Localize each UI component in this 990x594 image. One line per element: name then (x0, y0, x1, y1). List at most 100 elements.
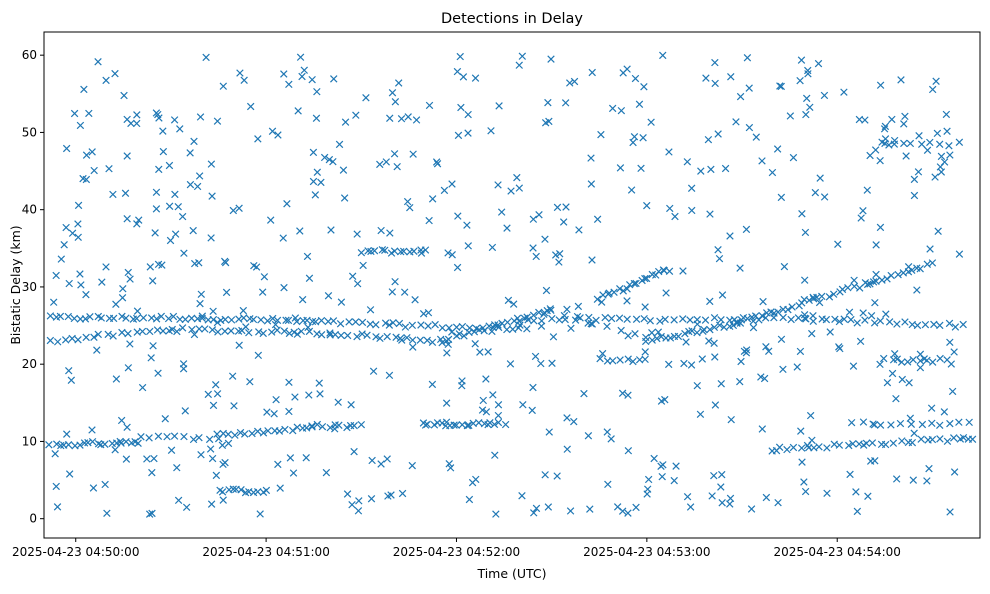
data-point-marker (167, 446, 176, 454)
data-point-marker (838, 285, 847, 294)
data-point-marker (711, 401, 720, 409)
data-point-marker (928, 259, 937, 267)
data-point-marker (613, 503, 622, 511)
data-point-marker (428, 338, 437, 347)
data-point-marker (159, 147, 168, 156)
data-point-marker (52, 482, 60, 491)
data-point-marker (148, 277, 157, 285)
data-point-marker (492, 510, 500, 518)
data-point-marker (940, 408, 949, 416)
data-point-marker (711, 79, 719, 88)
data-point-marker (425, 216, 433, 225)
data-point-marker (950, 434, 958, 442)
data-point-marker (378, 246, 387, 254)
data-point-marker (859, 207, 867, 215)
data-point-marker (666, 334, 675, 342)
data-point-marker (101, 440, 109, 448)
data-point-marker (235, 204, 243, 213)
data-point-marker (870, 421, 879, 429)
data-point-marker (209, 307, 217, 316)
data-point-marker (893, 355, 901, 363)
data-point-marker (829, 290, 838, 298)
data-point-marker (490, 321, 499, 329)
data-point-marker (476, 348, 484, 356)
data-point-marker (871, 146, 880, 154)
data-point-marker (459, 73, 468, 81)
data-point-marker (551, 251, 560, 259)
data-point-marker (797, 56, 806, 64)
data-point-marker (151, 229, 159, 237)
data-point-marker (555, 258, 563, 266)
data-point-marker (132, 314, 141, 323)
data-point-marker (103, 509, 111, 518)
data-point-marker (900, 139, 908, 148)
data-point-marker (629, 357, 637, 366)
data-point-marker (928, 435, 937, 444)
data-point-marker (507, 187, 515, 195)
data-point-marker (867, 312, 876, 320)
data-point-marker (529, 311, 538, 319)
data-point-marker (736, 377, 744, 386)
data-point-marker (239, 314, 248, 322)
data-point-marker (506, 360, 515, 368)
data-point-marker (118, 294, 127, 302)
data-point-marker (304, 323, 312, 332)
data-point-marker (207, 234, 215, 242)
chart-title: Detections in Delay (441, 11, 583, 27)
data-point-marker (443, 349, 451, 357)
data-point-marker (570, 77, 579, 86)
data-point-marker (104, 330, 112, 339)
data-point-marker (549, 333, 558, 341)
data-point-marker (229, 485, 238, 493)
data-point-marker (269, 314, 277, 323)
data-point-marker (780, 262, 789, 271)
data-point-marker (644, 475, 653, 484)
data-point-marker (76, 270, 84, 278)
data-point-marker (818, 292, 826, 301)
data-point-marker (122, 437, 130, 446)
data-point-marker (800, 276, 809, 284)
data-point-marker (65, 279, 73, 288)
data-point-marker (718, 291, 727, 299)
data-point-marker (608, 357, 617, 365)
data-point-marker (928, 358, 937, 366)
data-point-marker (777, 82, 786, 91)
data-point-marker (201, 325, 209, 333)
data-point-marker (123, 215, 131, 223)
data-point-marker (198, 314, 206, 322)
data-point-marker (631, 330, 639, 338)
data-point-marker (53, 503, 62, 511)
data-point-marker (494, 411, 503, 420)
data-point-marker (696, 410, 705, 419)
data-point-marker (902, 152, 910, 160)
data-point-marker (409, 343, 417, 351)
data-point-marker (245, 328, 253, 337)
data-point-marker (915, 132, 923, 140)
data-point-marker (207, 500, 216, 508)
data-point-marker (711, 353, 719, 361)
data-point-marker (610, 288, 618, 296)
data-point-marker (419, 419, 428, 427)
data-point-marker (630, 132, 639, 141)
data-point-marker (567, 324, 575, 333)
data-point-marker (679, 315, 687, 323)
data-point-marker (176, 125, 184, 133)
data-point-marker (385, 371, 394, 380)
data-point-marker (303, 252, 312, 261)
data-point-marker (173, 327, 181, 336)
data-point-marker (385, 321, 394, 329)
data-point-marker (195, 172, 204, 180)
data-point-marker (448, 251, 456, 259)
data-point-marker (850, 276, 858, 285)
data-point-marker (845, 441, 853, 450)
data-point-marker (109, 314, 118, 323)
data-point-marker (671, 212, 679, 221)
data-point-marker (933, 129, 942, 138)
data-point-marker (348, 500, 356, 509)
x-axis-label: Time (UTC) (476, 566, 546, 581)
data-point-marker (846, 470, 854, 479)
data-point-marker (341, 118, 350, 126)
data-point-marker (433, 160, 442, 168)
data-point-marker (855, 440, 863, 448)
